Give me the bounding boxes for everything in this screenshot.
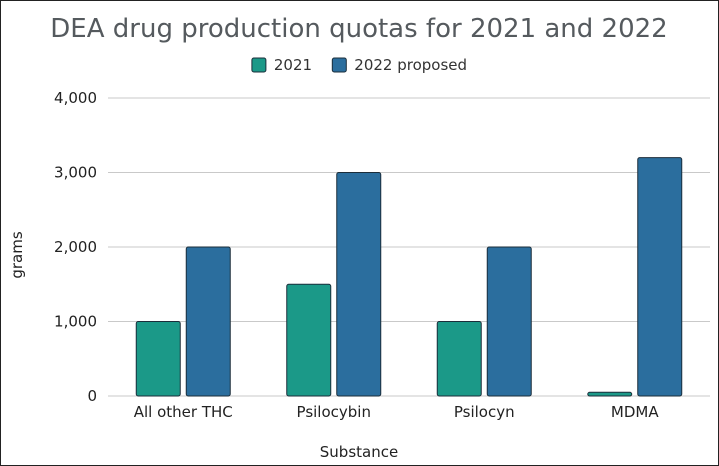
legend-item[interactable]: 2021 [251, 56, 312, 74]
bar-2021[interactable] [286, 283, 332, 397]
chart-title: DEA drug production quotas for 2021 and … [50, 14, 667, 44]
bar-2021[interactable] [587, 391, 633, 397]
y-axis-label: grams [8, 231, 26, 278]
bar-2022-proposed[interactable] [336, 172, 382, 397]
x-tick-labels: All other THC Psilocybin Psilocyn MDMA [134, 403, 660, 421]
bar-2021[interactable] [436, 321, 482, 397]
legend-swatch [331, 57, 347, 73]
y-tick-label: 4,000 [54, 89, 97, 107]
x-tick-label: Psilocyn [454, 403, 515, 421]
y-tick-labels: 0 1,000 2,000 3,000 4,000 [54, 89, 97, 405]
legend-item[interactable]: 2022 proposed [331, 56, 467, 74]
legend[interactable]: 2021 2022 proposed [251, 56, 467, 74]
x-tick-label: All other THC [134, 403, 233, 421]
legend-label: 2022 proposed [354, 56, 467, 74]
bar-2022-proposed[interactable] [486, 246, 532, 397]
bars [135, 157, 683, 397]
legend-label: 2021 [274, 56, 312, 74]
y-tick-label: 1,000 [54, 313, 97, 331]
x-axis-label: Substance [320, 443, 398, 461]
y-tick-label: 2,000 [54, 238, 97, 256]
legend-swatch [251, 57, 267, 73]
y-tick-label: 3,000 [54, 164, 97, 182]
bar-2022-proposed[interactable] [185, 246, 231, 397]
x-tick-label: MDMA [611, 403, 659, 421]
bar-2021[interactable] [135, 321, 181, 397]
bar-2022-proposed[interactable] [637, 157, 683, 397]
y-tick-label: 0 [87, 387, 97, 405]
x-tick-label: Psilocybin [297, 403, 371, 421]
